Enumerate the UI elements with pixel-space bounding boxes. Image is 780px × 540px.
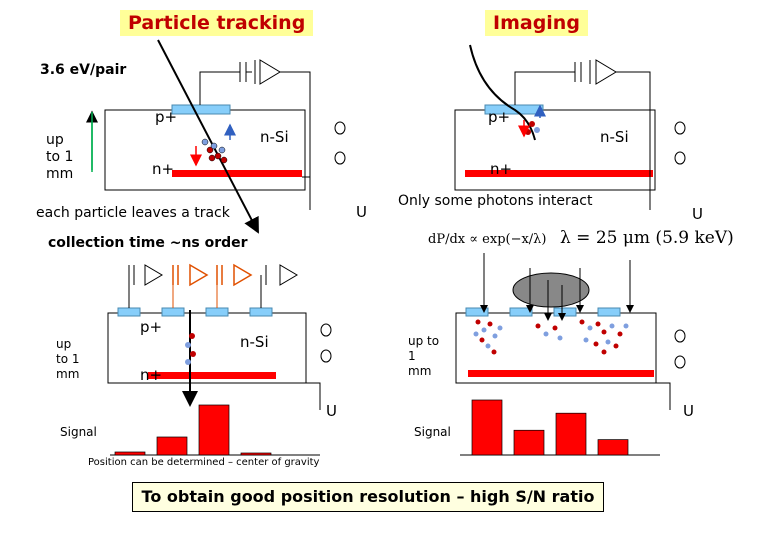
n-plus-label-tr: n+ bbox=[490, 160, 513, 178]
p-plus-label-tr: p+ bbox=[488, 108, 511, 126]
signal-bar bbox=[513, 429, 545, 456]
only-some-label: Only some photons interact bbox=[398, 193, 593, 209]
signal-bar bbox=[198, 404, 230, 456]
u-label-br: U bbox=[683, 402, 694, 420]
signal-bar bbox=[114, 451, 146, 456]
thickness-label-br: up to 1 mm bbox=[408, 334, 440, 378]
p-strip bbox=[597, 307, 621, 317]
n-layer bbox=[172, 170, 302, 177]
p-strip bbox=[509, 307, 533, 317]
p-plus-label-bl: p+ bbox=[140, 318, 163, 336]
signal-bar bbox=[555, 412, 587, 456]
thickness-label-top: up to 1 mm bbox=[46, 132, 74, 182]
photon-source bbox=[512, 272, 590, 308]
p-strip bbox=[205, 307, 229, 317]
p-plus-label-tl: p+ bbox=[155, 108, 178, 126]
p-strip bbox=[249, 307, 273, 317]
charge-carriers bbox=[201, 138, 228, 164]
charge-clouds bbox=[473, 319, 629, 355]
thickness-label-bl: up to 1 mm bbox=[56, 337, 80, 381]
lambda-formula: λ = 25 μm (5.9 keV) bbox=[560, 228, 734, 248]
collection-time-label: collection time ~ns order bbox=[48, 235, 248, 251]
signal-left bbox=[110, 404, 320, 456]
each-particle-label: each particle leaves a track bbox=[36, 205, 230, 221]
p-strip bbox=[465, 307, 489, 317]
amplifier-chain bbox=[128, 263, 298, 308]
u-label-tl: U bbox=[356, 203, 367, 221]
p-strip bbox=[117, 307, 141, 317]
p-strip bbox=[161, 307, 185, 317]
signal-bar bbox=[240, 452, 272, 456]
signal-right bbox=[460, 399, 660, 456]
n-layer bbox=[465, 170, 653, 177]
u-label-tr: U bbox=[692, 205, 703, 223]
title-particle-tracking: Particle tracking bbox=[120, 10, 314, 36]
conclusion-box: To obtain good position resolution – hig… bbox=[132, 482, 604, 512]
n-plus-label-tl: n+ bbox=[152, 160, 175, 178]
u-label-bl: U bbox=[326, 402, 337, 420]
position-note: Position can be determined – center of g… bbox=[88, 457, 320, 468]
signal-label-right: Signal bbox=[414, 425, 451, 439]
n-si-label-tr: n-Si bbox=[600, 128, 629, 146]
n-si-label-bl: n-Si bbox=[240, 333, 269, 351]
n-layer bbox=[468, 370, 654, 377]
p-strip bbox=[171, 104, 231, 115]
photon-path bbox=[469, 44, 536, 141]
signal-bar bbox=[156, 436, 188, 456]
signal-label-left: Signal bbox=[60, 425, 97, 439]
n-si-label-tl: n-Si bbox=[260, 128, 289, 146]
detector-bottom-left bbox=[107, 263, 332, 410]
absorption-formula: dP/dx ∝ exp(−x/λ) bbox=[428, 232, 547, 247]
detector-top-right bbox=[454, 44, 686, 210]
p-strip bbox=[553, 307, 577, 317]
signal-bar bbox=[597, 439, 629, 456]
n-plus-label-bl: n+ bbox=[140, 366, 163, 384]
detector-top-left bbox=[86, 39, 346, 234]
detector-bottom-right bbox=[455, 253, 686, 410]
n-layer bbox=[148, 372, 276, 379]
signal-bar bbox=[471, 399, 503, 456]
title-imaging: Imaging bbox=[485, 10, 588, 36]
particle-track bbox=[157, 39, 259, 234]
ev-pair-label: 3.6 eV/pair bbox=[40, 62, 127, 78]
